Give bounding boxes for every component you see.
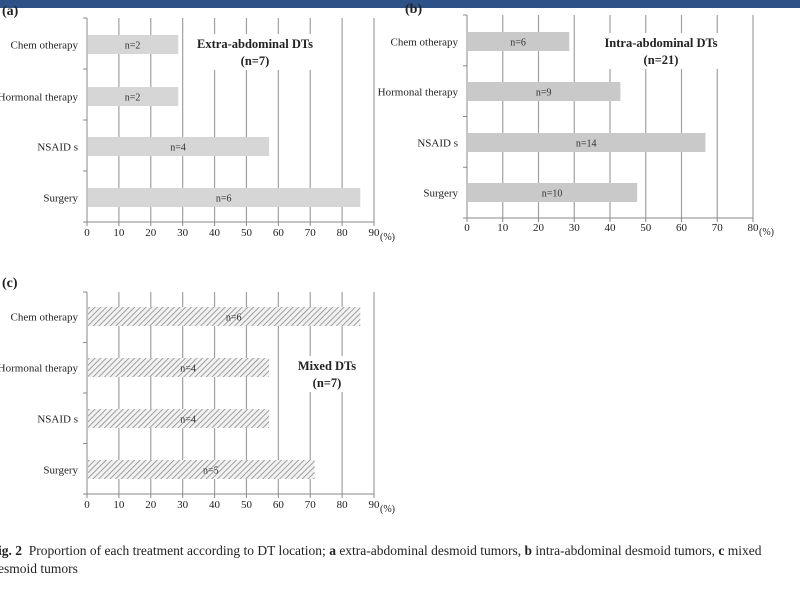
- x-tick-label: 40: [209, 499, 221, 511]
- figure-caption-line-1: ig. 2 Proportion of each treatment accor…: [0, 543, 762, 559]
- bar-label: n=6: [510, 38, 526, 49]
- x-tick-label: 70: [305, 499, 317, 511]
- category-label: NSAID s: [37, 414, 78, 426]
- bar-label: n=2: [125, 93, 141, 104]
- bar: [88, 460, 315, 479]
- bar-label: n=14: [576, 139, 597, 150]
- x-unit-label: (%): [759, 227, 774, 238]
- x-tick-label: 30: [569, 222, 581, 234]
- panel-label: (a): [2, 4, 19, 19]
- chart-subtitle: (n=7): [241, 54, 270, 68]
- panel-label: (b): [405, 2, 422, 17]
- caption-text: intra-abdominal desmoid tumors,: [532, 543, 719, 558]
- title-background: [189, 34, 321, 70]
- x-tick-label: 40: [605, 222, 617, 234]
- bar-label: n=10: [542, 189, 563, 200]
- chart-title: Mixed DTs: [298, 359, 356, 373]
- bar: [88, 137, 270, 156]
- x-tick-label: 30: [177, 499, 189, 511]
- header-bar: [0, 0, 800, 8]
- caption-text: mixed: [724, 543, 762, 558]
- caption-text: Proportion of each treatment according t…: [28, 543, 330, 558]
- bar: [88, 409, 270, 428]
- chart-panel-b: 0 10 20 30 40 50 60 70 80 (%) Intra-abdominal DTs (…: [378, 2, 774, 238]
- caption-a: a: [329, 543, 336, 558]
- bar-label: n=6: [216, 194, 232, 205]
- title-background: [595, 33, 727, 69]
- category-label: Surgery: [43, 193, 78, 205]
- category-label: Chem otherapy: [10, 40, 78, 52]
- figure-label: ig. 2: [0, 543, 23, 558]
- x-tick-label: 10: [113, 227, 125, 239]
- bar: [88, 307, 361, 326]
- category-label: NSAID s: [37, 142, 78, 154]
- x-tick-label: 0: [464, 222, 470, 234]
- x-tick-label: 60: [273, 227, 285, 239]
- x-tick-label: 50: [640, 222, 652, 234]
- category-label: Hormonal therapy: [0, 363, 78, 375]
- title-background: [293, 356, 361, 392]
- chart-panel-c: 0 10 20 30 40 50 60 70 80 90 (%) Mixed DTs (n=7) (c) n…: [0, 276, 395, 515]
- chart-subtitle: (n=21): [644, 53, 679, 67]
- x-tick-label: 20: [145, 499, 157, 511]
- x-tick-label: 10: [113, 499, 125, 511]
- x-tick-label: 40: [209, 227, 221, 239]
- category-label: Surgery: [423, 188, 458, 200]
- x-tick-label: 20: [145, 227, 157, 239]
- category-label: Chem otherapy: [10, 312, 78, 324]
- x-tick-label: 90: [369, 499, 381, 511]
- x-tick-label: 60: [273, 499, 285, 511]
- category-label: Chem otherapy: [390, 37, 458, 49]
- chart-title: Extra-abdominal DTs: [197, 37, 313, 51]
- bar: [88, 358, 270, 377]
- bar-label: n=4: [170, 143, 186, 154]
- caption-b: b: [524, 543, 533, 558]
- bar-label: n=6: [226, 313, 242, 324]
- category-label: Surgery: [43, 465, 78, 477]
- chart-panel-a: 0 10 20 30 40 50 60 70 80 90 (%) Extra-abdominal DT…: [0, 4, 395, 243]
- bar-label: n=9: [536, 88, 552, 99]
- x-unit-label: (%): [380, 232, 395, 243]
- x-tick-label: 50: [241, 499, 253, 511]
- x-tick-label: 70: [305, 227, 317, 239]
- x-tick-label: 80: [337, 227, 349, 239]
- bar-label: n=2: [125, 41, 141, 52]
- bar-label: n=4: [180, 364, 196, 375]
- bar: [88, 87, 179, 106]
- bar: [468, 133, 706, 152]
- bar: [88, 188, 361, 207]
- bar: [468, 183, 638, 202]
- x-tick-label: 70: [712, 222, 724, 234]
- x-tick-label: 80: [337, 499, 349, 511]
- category-label: Hormonal therapy: [0, 92, 78, 104]
- x-tick-label: 0: [84, 499, 90, 511]
- x-tick-label: 0: [84, 227, 90, 239]
- x-tick-label: 20: [533, 222, 545, 234]
- bar-label: n=5: [203, 466, 219, 477]
- chart-title: Intra-abdominal DTs: [604, 36, 717, 50]
- caption-text: extra-abdominal desmoid tumors,: [335, 543, 525, 558]
- figure-caption-line-2: esmoid tumors: [0, 561, 78, 576]
- x-unit-label: (%): [380, 504, 395, 515]
- x-tick-label: 80: [748, 222, 760, 234]
- panel-label: (c): [2, 276, 18, 291]
- bar: [468, 82, 621, 101]
- caption-c: c: [718, 543, 725, 558]
- category-label: Hormonal therapy: [378, 87, 459, 99]
- x-tick-label: 90: [369, 227, 381, 239]
- bar-label: n=4: [180, 415, 196, 426]
- category-label: NSAID s: [417, 138, 458, 150]
- x-tick-label: 30: [177, 227, 189, 239]
- chart-subtitle: (n=7): [313, 376, 342, 390]
- x-tick-label: 50: [241, 227, 253, 239]
- x-tick-label: 60: [676, 222, 688, 234]
- x-tick-label: 10: [497, 222, 509, 234]
- bar: [468, 32, 570, 51]
- bar: [88, 35, 179, 54]
